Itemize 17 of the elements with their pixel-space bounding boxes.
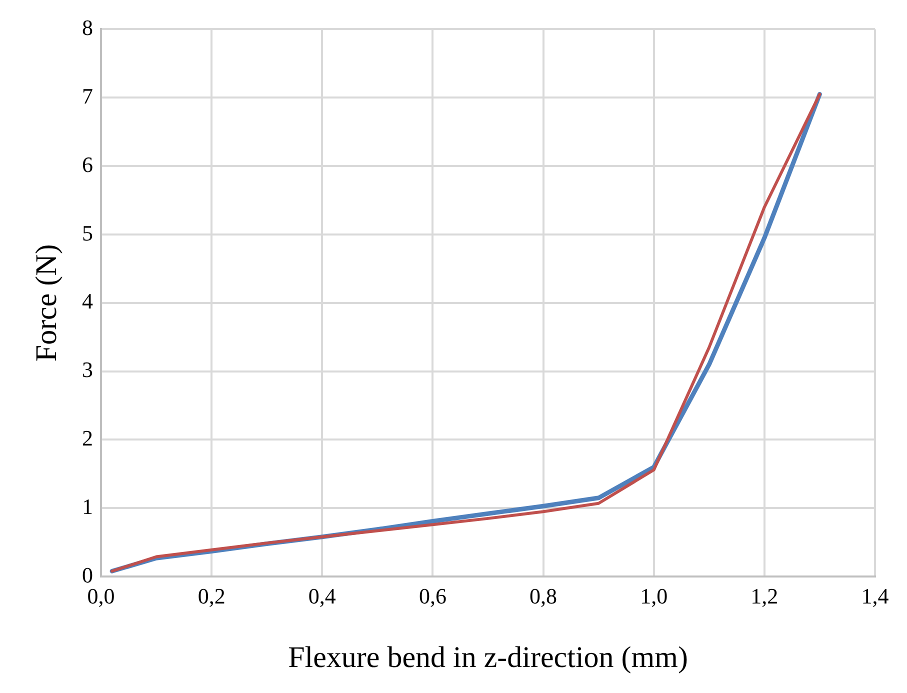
x-tick-label: 0,2 — [198, 584, 226, 609]
x-tick-label: 1,4 — [861, 584, 889, 609]
y-tick-label: 2 — [82, 426, 93, 451]
y-tick-label: 1 — [82, 494, 93, 519]
x-tick-label: 0,6 — [418, 584, 446, 609]
y-tick-label: 5 — [82, 220, 93, 246]
x-tick-label: 0,4 — [308, 584, 336, 609]
y-tick-label: 7 — [82, 83, 93, 108]
y-tick-label: 3 — [82, 357, 93, 382]
y-tick-label: 6 — [82, 152, 93, 177]
y-axis-title: Force (N) — [30, 244, 63, 362]
y-tick-label: 8 — [82, 14, 93, 40]
x-tick-label: 1,0 — [640, 584, 668, 609]
x-tick-label: 1,2 — [750, 584, 778, 609]
y-tick-label: 4 — [82, 288, 93, 314]
x-axis-title: Flexure bend in z-direction (mm) — [288, 640, 688, 674]
x-tick-label: 0,8 — [530, 584, 558, 609]
